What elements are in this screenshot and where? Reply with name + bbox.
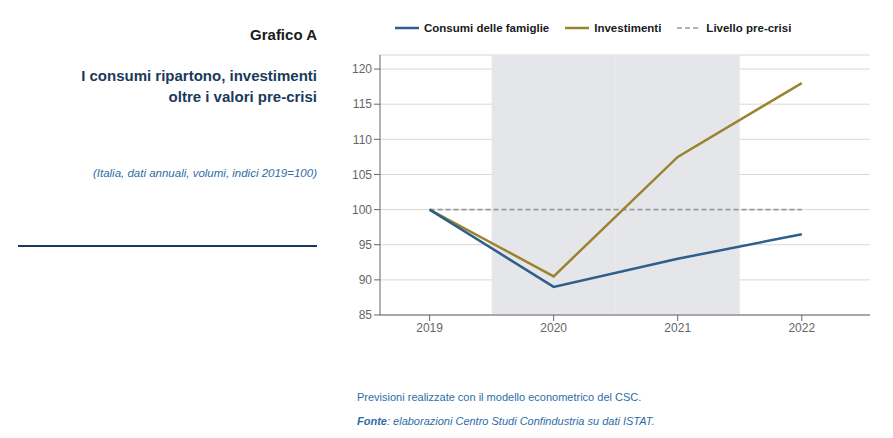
svg-text:2022: 2022: [788, 321, 815, 335]
html-text:Fonte: elaborazioni Centro Stu: Fonte: elaborazioni Centro Studi Confind…: [357, 415, 655, 427]
svg-text:85: 85: [359, 308, 373, 322]
svg-text:105: 105: [352, 168, 372, 182]
svg-text:110: 110: [353, 133, 372, 147]
html-text:Livello pre-crisi: Livello pre-crisi: [706, 22, 792, 34]
svg-text:90: 90: [359, 273, 373, 287]
svg-text:115: 115: [353, 97, 372, 111]
html-text:Grafico A: Grafico A: [250, 26, 317, 43]
svg-text:2021: 2021: [664, 321, 691, 335]
svg-text:2019: 2019: [416, 321, 443, 335]
html-text:Previsioni realizzate con il m: Previsioni realizzate con il modello eco…: [357, 391, 642, 403]
html-text:Investimenti: Investimenti: [594, 22, 662, 34]
svg-text:100: 100: [352, 203, 372, 217]
html-text:(Italia, dati annuali, volumi,: (Italia, dati annuali, volumi, indici 20…: [92, 167, 317, 179]
svg-text:2020: 2020: [540, 321, 567, 335]
svg-text:120: 120: [352, 62, 372, 76]
html-text:Consumi delle famiglie: Consumi delle famiglie: [424, 22, 550, 34]
svg-text:95: 95: [359, 238, 373, 252]
html-text:I consumi ripartono, investime: I consumi ripartono, investimenti oltre …: [81, 67, 317, 105]
